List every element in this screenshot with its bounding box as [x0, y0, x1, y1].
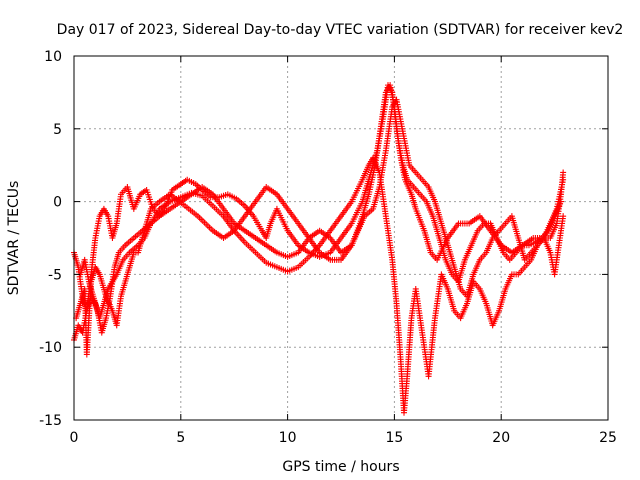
- x-tick-labels: 0 5 10 15 20 25: [70, 430, 617, 446]
- x-axis-label: GPS time / hours: [282, 459, 399, 475]
- y-tick-label: -10: [39, 340, 62, 356]
- data-point: [560, 169, 567, 176]
- data-point: [560, 176, 567, 183]
- x-tick-label: 20: [492, 430, 510, 446]
- y-tick-label: -5: [48, 267, 62, 283]
- y-tick-label: 0: [53, 195, 62, 211]
- axis-ticks: [73, 55, 609, 421]
- y-tick-label: -15: [39, 413, 62, 429]
- x-tick-label: 10: [279, 430, 297, 446]
- y-tick-label: 10: [44, 49, 62, 65]
- x-tick-label: 5: [176, 430, 185, 446]
- y-axis-label: SDTVAR / TECUs: [6, 181, 22, 296]
- y-tick-labels: -15 -10 -5 0 5 10: [39, 49, 62, 429]
- x-tick-label: 25: [599, 430, 617, 446]
- y-tick-label: 5: [53, 122, 62, 138]
- chart-title: Day 017 of 2023, Sidereal Day-to-day VTE…: [57, 22, 624, 38]
- x-tick-label: 15: [385, 430, 403, 446]
- data-points: [71, 82, 567, 416]
- plot-frame: [73, 55, 609, 421]
- x-tick-label: 0: [70, 430, 79, 446]
- data-point: [560, 213, 567, 220]
